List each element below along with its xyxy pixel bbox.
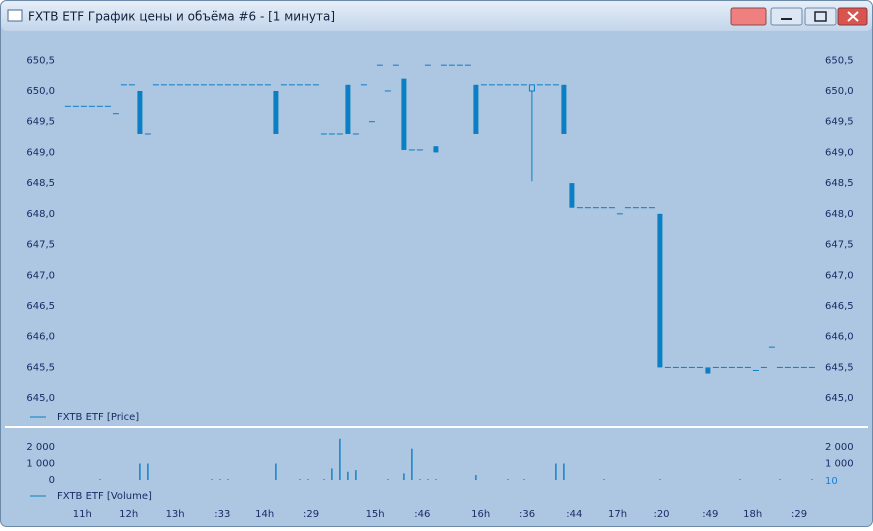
volume-bar — [563, 463, 565, 480]
volume-bar — [427, 479, 429, 480]
x-tick-label: 16h — [471, 509, 490, 520]
x-tick-label: 18h — [743, 509, 762, 520]
x-tick-label: 15h — [366, 509, 385, 520]
y-tick-label-right: 647,5 — [825, 240, 854, 251]
y-tick-label: 646,5 — [26, 301, 55, 312]
volume-bar — [475, 475, 477, 480]
y-tick-label-right: 1 000 — [825, 459, 854, 470]
x-tick-label: 17h — [608, 509, 627, 520]
y-tick-label: 2 000 — [26, 442, 55, 453]
volume-bar — [99, 479, 101, 480]
candle-body — [273, 90, 279, 134]
volume-bar — [411, 448, 413, 480]
y-tick-label: 650,5 — [26, 55, 55, 66]
volume-bar — [435, 479, 437, 480]
candle-body — [473, 84, 479, 134]
x-tick-label: :29 — [791, 509, 807, 520]
volume-bar — [811, 479, 813, 480]
volume-bar — [403, 473, 405, 480]
volume-bar — [299, 479, 301, 480]
volume-bar — [275, 463, 277, 480]
y-tick-label-right: 650,5 — [825, 55, 854, 66]
y-tick-label: 650,0 — [26, 86, 55, 97]
volume-bar — [331, 468, 333, 480]
y-tick-label: 1 000 — [26, 459, 55, 470]
candle-body — [433, 146, 439, 153]
volume-bar — [507, 479, 509, 480]
y-tick-label-right: 648,5 — [825, 178, 854, 189]
volume-bar — [323, 479, 325, 480]
window-title: FXTB ETF График цены и объёма #6 - [1 ми… — [28, 10, 335, 24]
x-tick-label: 12h — [119, 509, 138, 520]
volume-bar — [523, 479, 525, 480]
volume-bar — [387, 479, 389, 480]
candle-body — [705, 367, 711, 374]
x-tick-label: :20 — [653, 509, 669, 520]
y-tick-label: 645,5 — [26, 362, 55, 373]
y-tick-label-right: 647,0 — [825, 270, 854, 281]
close-icon — [847, 11, 859, 22]
volume-bar — [659, 479, 661, 480]
y-tick-label-right: 645,0 — [825, 393, 854, 404]
y-tick-label: 649,5 — [26, 117, 55, 128]
volume-bar — [139, 463, 141, 480]
volume-bar — [211, 479, 213, 480]
volume-bar — [603, 479, 605, 480]
candle-body — [657, 213, 663, 368]
minimize-button[interactable] — [770, 7, 803, 26]
volume-bar — [219, 479, 221, 480]
candle-body — [561, 84, 567, 134]
y-tick-label-right: 2 000 — [825, 442, 854, 453]
title-bar — [1, 1, 872, 31]
y-tick-label-right: 649,5 — [825, 117, 854, 128]
legend-label: FXTB ETF [Volume] — [57, 491, 152, 502]
last-value-label: 10 — [825, 476, 838, 487]
x-tick-label: :36 — [519, 509, 535, 520]
y-tick-label: 645,0 — [26, 393, 55, 404]
x-tick-label: :29 — [303, 509, 319, 520]
y-tick-label: 0 — [49, 475, 55, 486]
x-tick-label: :49 — [702, 509, 718, 520]
candle-body — [528, 84, 535, 92]
volume-bar — [555, 463, 557, 480]
volume-bar — [227, 479, 229, 480]
y-tick-label-right: 645,5 — [825, 362, 854, 373]
volume-bar — [355, 470, 357, 480]
volume-bar — [779, 479, 781, 480]
volume-bar — [739, 479, 741, 480]
y-tick-label-right: 646,0 — [825, 332, 854, 343]
window-icon — [7, 9, 23, 22]
candle-body — [569, 183, 575, 208]
y-tick-label: 647,5 — [26, 240, 55, 251]
volume-bar — [347, 471, 349, 480]
maximize-button[interactable] — [804, 7, 837, 26]
y-tick-label-right: 648,0 — [825, 209, 854, 220]
y-tick-label: 649,0 — [26, 147, 55, 158]
volume-bar — [307, 479, 309, 480]
maximize-icon — [814, 11, 827, 22]
volume-bar — [419, 479, 421, 480]
y-tick-label-right: 649,0 — [825, 147, 854, 158]
candle-body — [345, 84, 351, 134]
y-tick-label: 648,0 — [26, 209, 55, 220]
x-tick-label: 14h — [255, 509, 274, 520]
y-tick-label: 648,5 — [26, 178, 55, 189]
y-tick-label: 646,0 — [26, 332, 55, 343]
link-button[interactable] — [730, 7, 767, 26]
x-tick-label: :46 — [414, 509, 430, 520]
y-tick-label: 647,0 — [26, 270, 55, 281]
y-tick-label-right: 650,0 — [825, 86, 854, 97]
volume-bar — [339, 438, 341, 480]
x-tick-label: 13h — [166, 509, 185, 520]
legend-label: FXTB ETF [Price] — [57, 412, 139, 423]
x-tick-label: 11h — [73, 509, 92, 520]
x-tick-label: :44 — [566, 509, 582, 520]
candle-body — [401, 78, 407, 150]
y-tick-label-right: 646,5 — [825, 301, 854, 312]
x-tick-label: :33 — [214, 509, 230, 520]
volume-bar — [147, 463, 149, 480]
candle-body — [137, 90, 143, 134]
